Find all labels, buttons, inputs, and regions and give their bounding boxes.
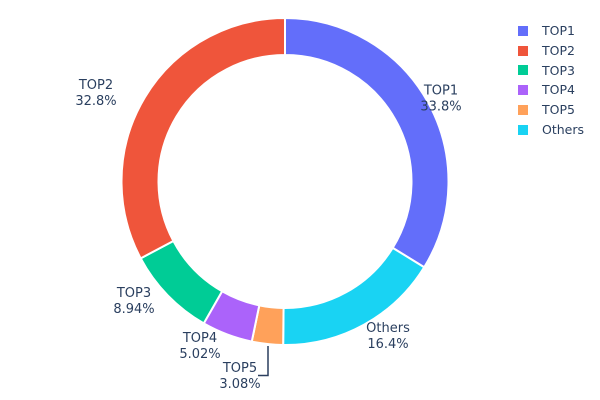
legend-swatch-top4: [518, 85, 528, 96]
legend-swatch-top2: [518, 45, 528, 56]
leader-line-top5: [258, 346, 269, 377]
legend-swatch-top1: [518, 25, 528, 36]
slice-label-others: Others 16.4%: [366, 321, 410, 352]
leader-lines-group: [258, 346, 269, 377]
legend-item-top1[interactable]: TOP1: [514, 21, 584, 41]
legend: TOP1 TOP2 TOP3 TOP4 TOP5 Others: [514, 21, 584, 140]
legend-label: TOP4: [542, 82, 575, 98]
slices-group: [120, 17, 450, 346]
legend-item-top4[interactable]: TOP4: [514, 80, 584, 100]
slice-label-top4: TOP4 5.02%: [179, 331, 220, 362]
legend-label: TOP1: [542, 23, 575, 38]
slice-top2[interactable]: [120, 17, 286, 260]
legend-item-others[interactable]: Others: [514, 120, 584, 140]
legend-item-top5[interactable]: TOP5: [514, 100, 584, 120]
legend-label: TOP5: [542, 102, 575, 118]
legend-label: Others: [542, 121, 585, 137]
legend-swatch-top5: [518, 105, 528, 116]
legend-swatch-others: [518, 124, 528, 135]
legend-item-top3[interactable]: TOP3: [514, 61, 584, 81]
slice-labels-group: TOP1 33.8% TOP2 32.8% TOP3 8.94% TOP4 5.02%TOP5…: [75, 78, 461, 392]
slice-label-top3: TOP3 8.94%: [113, 286, 154, 317]
legend-label: TOP3: [542, 62, 575, 78]
legend-label: TOP2: [542, 42, 575, 58]
legend-swatch-top3: [518, 65, 528, 76]
slice-label-top1: TOP1 33.8%: [420, 84, 461, 115]
slice-label-top2: TOP2 32.8%: [75, 78, 116, 109]
slice-top1[interactable]: [284, 17, 450, 269]
legend-item-top2[interactable]: TOP2: [514, 41, 584, 61]
slice-label-top5: TOP5 3.08%: [219, 361, 260, 392]
